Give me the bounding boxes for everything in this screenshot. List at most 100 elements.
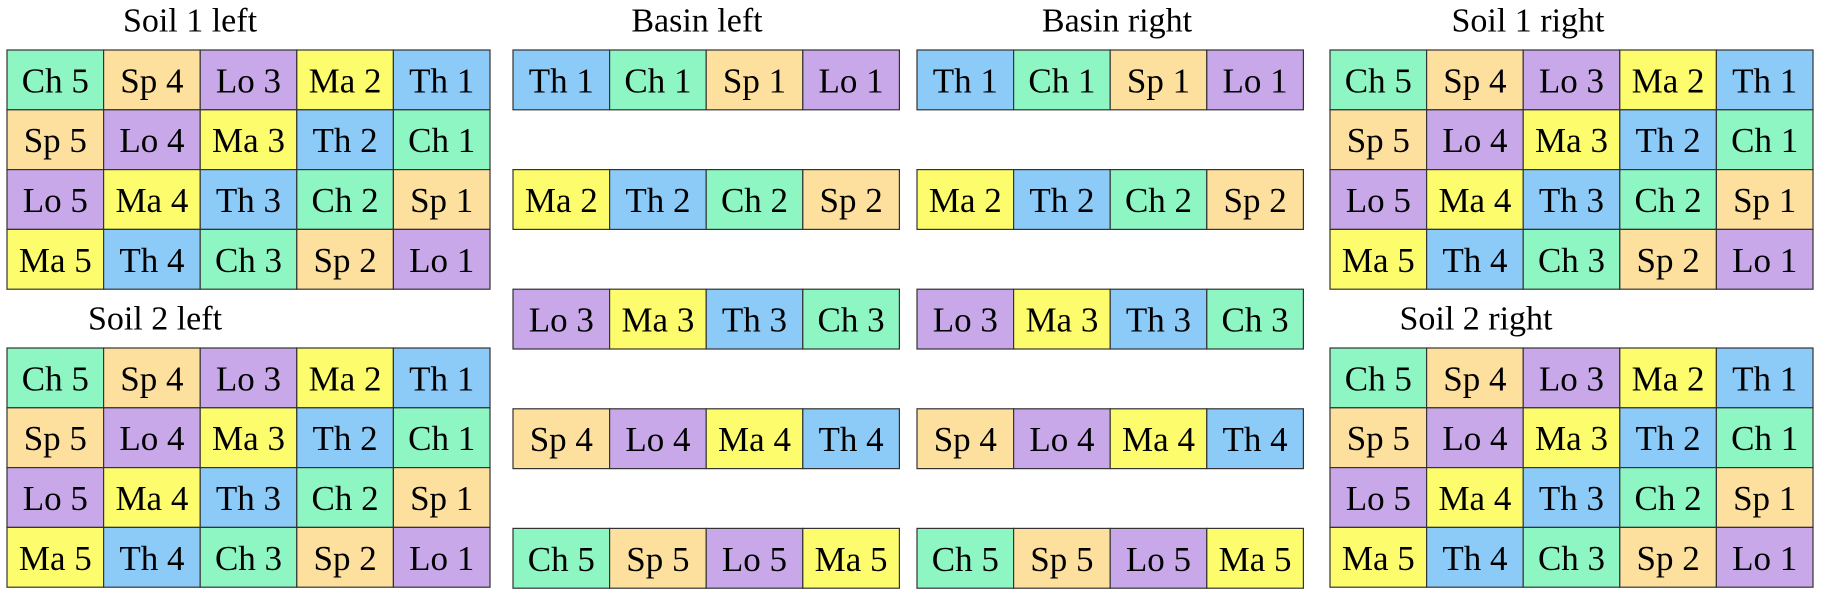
cell-label: Th 2 bbox=[1636, 419, 1701, 458]
cell bbox=[1425, 347, 1524, 409]
cell bbox=[1715, 109, 1814, 171]
cell-label: Lo 3 bbox=[1539, 359, 1604, 398]
cell-label: Ch 5 bbox=[528, 540, 595, 579]
cell-label: Ma 2 bbox=[525, 181, 598, 220]
cell bbox=[916, 49, 1015, 111]
cell bbox=[1329, 526, 1428, 588]
cell-label: Ma 5 bbox=[19, 539, 92, 578]
cell bbox=[1619, 49, 1718, 111]
cell-label: Ch 2 bbox=[721, 181, 788, 220]
cell-label: Lo 5 bbox=[1126, 540, 1191, 579]
cell-label: Sp 4 bbox=[120, 359, 183, 398]
cell bbox=[802, 527, 900, 589]
group-title: Soil 2 right bbox=[1399, 301, 1553, 338]
cell bbox=[102, 49, 201, 111]
cell bbox=[916, 408, 1015, 470]
cell bbox=[512, 288, 611, 350]
cell-label: Ma 3 bbox=[212, 419, 285, 458]
cell-label: Th 1 bbox=[1732, 61, 1797, 100]
cell-label: Sp 5 bbox=[1030, 540, 1093, 579]
cell bbox=[1522, 49, 1621, 111]
cell bbox=[6, 228, 105, 290]
cell bbox=[199, 109, 298, 171]
cell bbox=[392, 347, 491, 409]
cell-label: Ch 3 bbox=[1222, 301, 1289, 340]
cell-label: Th 4 bbox=[819, 420, 884, 459]
cell-label: Sp 1 bbox=[723, 61, 786, 100]
cell-label: Sp 4 bbox=[120, 61, 183, 100]
cell bbox=[916, 527, 1015, 589]
cell bbox=[1619, 347, 1718, 409]
cell-label: Th 4 bbox=[119, 539, 184, 578]
cell bbox=[916, 288, 1015, 350]
cell-label: Lo 1 bbox=[819, 61, 884, 100]
cell-label: Lo 1 bbox=[1223, 61, 1288, 100]
cell-label: Sp 1 bbox=[1733, 479, 1796, 518]
cell bbox=[392, 109, 491, 171]
cell bbox=[705, 49, 804, 111]
cell bbox=[1522, 347, 1621, 409]
cell-label: Ch 1 bbox=[1731, 121, 1798, 160]
cell bbox=[199, 407, 298, 469]
cell-label: Lo 1 bbox=[409, 241, 474, 280]
cell-label: Ch 2 bbox=[312, 479, 379, 518]
cell bbox=[705, 408, 804, 470]
cell bbox=[392, 526, 491, 588]
cell-label: Lo 5 bbox=[1346, 479, 1411, 518]
cell-label: Lo 1 bbox=[1732, 539, 1797, 578]
cell-label: Th 3 bbox=[1539, 479, 1604, 518]
cell-label: Lo 4 bbox=[1442, 121, 1507, 160]
cell bbox=[199, 49, 298, 111]
cell bbox=[1522, 407, 1621, 469]
cell-label: Ch 3 bbox=[1538, 241, 1605, 280]
cell bbox=[705, 288, 804, 350]
cell-label: Ch 1 bbox=[408, 121, 475, 160]
cell-label: Th 4 bbox=[1442, 241, 1507, 280]
cell-label: Ch 2 bbox=[1125, 181, 1192, 220]
group-title: Soil 1 left bbox=[123, 3, 258, 40]
cell bbox=[1206, 169, 1305, 231]
cell-label: Ma 3 bbox=[1535, 419, 1608, 458]
cell bbox=[1012, 527, 1111, 589]
cell-label: Lo 5 bbox=[1346, 181, 1411, 220]
cell-label: Th 3 bbox=[1126, 301, 1191, 340]
cell-label: Ma 3 bbox=[212, 121, 285, 160]
cell-label: Sp 1 bbox=[1127, 61, 1190, 100]
cell bbox=[1715, 49, 1814, 111]
cell bbox=[6, 467, 105, 529]
cell bbox=[1522, 467, 1621, 529]
cell-label: Ch 5 bbox=[932, 540, 999, 579]
cell bbox=[199, 228, 298, 290]
cell-label: Lo 5 bbox=[23, 181, 88, 220]
cell-label: Sp 1 bbox=[1733, 181, 1796, 220]
cell bbox=[705, 169, 804, 231]
cell bbox=[1522, 228, 1621, 290]
cell-label: Ma 2 bbox=[309, 61, 382, 100]
cell bbox=[1109, 527, 1208, 589]
cell-label: Th 2 bbox=[1636, 121, 1701, 160]
cell-label: Ch 3 bbox=[1538, 539, 1605, 578]
cell-label: Th 1 bbox=[1732, 359, 1797, 398]
cell bbox=[1715, 526, 1814, 588]
cell-label: Th 1 bbox=[529, 61, 594, 100]
cell bbox=[802, 288, 900, 350]
cell bbox=[1206, 288, 1305, 350]
cell-label: Sp 2 bbox=[313, 539, 376, 578]
cell-label: Ma 5 bbox=[19, 241, 92, 280]
cell-label: Ma 5 bbox=[815, 540, 888, 579]
cell-label: Th 1 bbox=[409, 359, 474, 398]
cell bbox=[802, 169, 900, 231]
group-title: Basin right bbox=[1042, 3, 1193, 40]
cell-label: Sp 1 bbox=[410, 181, 473, 220]
cell bbox=[1522, 526, 1621, 588]
cell-label: Ch 2 bbox=[1635, 181, 1702, 220]
cell-label: Ma 2 bbox=[1632, 61, 1705, 100]
cell-label: Ch 1 bbox=[624, 61, 691, 100]
cell bbox=[296, 228, 394, 290]
cell bbox=[1619, 169, 1718, 231]
cell bbox=[1329, 228, 1428, 290]
cell-label: Lo 3 bbox=[933, 301, 998, 340]
cell bbox=[512, 408, 611, 470]
cell bbox=[1329, 169, 1428, 231]
cell-label: Lo 3 bbox=[216, 61, 281, 100]
